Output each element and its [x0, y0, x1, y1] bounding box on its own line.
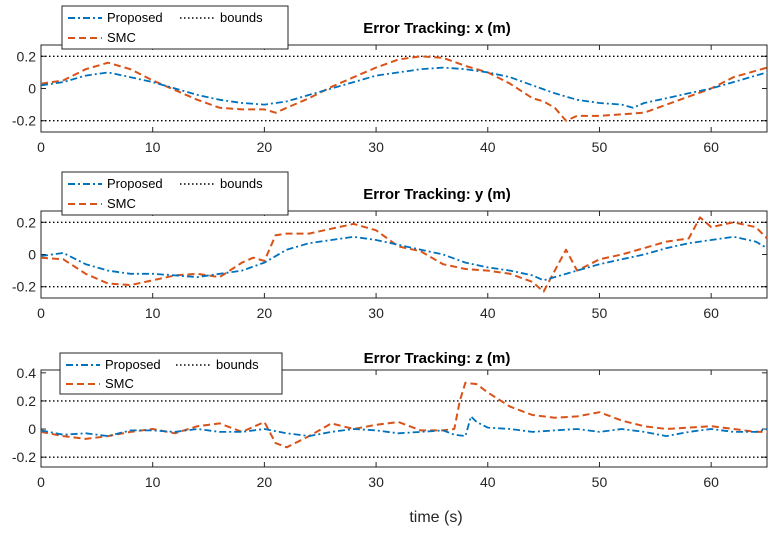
x-tick-label-z-20: 20: [257, 474, 273, 490]
axes-box-y: [40, 210, 768, 299]
legend-label-proposed: Proposed: [105, 357, 161, 372]
subplot-title-z: Error Tracking: z (m): [364, 350, 511, 367]
x-tick-label-x-60: 60: [703, 139, 719, 155]
legend-label-bounds: bounds: [216, 357, 259, 372]
legend-z[interactable]: Proposed bounds SMC: [59, 352, 283, 395]
x-tick-label-y-20: 20: [257, 305, 273, 321]
x-tick-label-y-50: 50: [592, 305, 608, 321]
series-line-proposed-z: [40, 415, 768, 437]
legend-box: [61, 171, 289, 216]
y-tick-label-y-2: 0.2: [17, 214, 37, 230]
x-tick-label-x-30: 30: [368, 139, 384, 155]
series-line-proposed-x: [40, 66, 768, 109]
x-tick-label-y-60: 60: [703, 305, 719, 321]
y-tick-label-y-0: -0.2: [12, 279, 36, 295]
x-axis-label: time (s): [409, 509, 462, 526]
legend-label-proposed: Proposed: [107, 10, 163, 25]
y-tick-label-x-2: 0.2: [17, 48, 37, 64]
subplot-y: 0 10 20 30 40 50 60-0.200.2 Error Tracking: y …: [12, 171, 768, 321]
series-line-proposed-y: [40, 235, 768, 282]
legend-label-smc: SMC: [107, 30, 136, 45]
y-tick-label-z-3: 0.4: [17, 365, 37, 381]
x-tick-label-z-50: 50: [592, 474, 608, 490]
legend-label-bounds: bounds: [220, 10, 263, 25]
legend-y[interactable]: Proposed bounds SMC: [61, 171, 289, 216]
legend-label-smc: SMC: [105, 376, 134, 391]
legend-x[interactable]: Proposed bounds SMC: [61, 5, 289, 50]
legend-label-bounds: bounds: [220, 176, 263, 191]
x-tick-label-y-40: 40: [480, 305, 496, 321]
y-tick-label-x-0: -0.2: [12, 113, 36, 129]
subplot-z: 0 10 20 30 40 50 60-0.200.20.4 Error Tracking:…: [12, 350, 768, 490]
y-tick-label-z-0: -0.2: [12, 449, 36, 465]
subplot-title-y: Error Tracking: y (m): [363, 186, 511, 203]
subplot-title-x: Error Tracking: x (m): [363, 20, 511, 37]
series-line-smc-y: [40, 216, 768, 293]
legend-box: [59, 352, 283, 395]
x-tick-label-y-30: 30: [368, 305, 384, 321]
x-tick-label-y-10: 10: [145, 305, 161, 321]
series-line-smc-x: [40, 55, 768, 122]
x-tick-label-z-40: 40: [480, 474, 496, 490]
x-tick-label-z-60: 60: [703, 474, 719, 490]
x-tick-label-x-20: 20: [257, 139, 273, 155]
y-tick-label-x-1: 0: [28, 81, 36, 97]
x-tick-label-x-50: 50: [592, 139, 608, 155]
x-tick-label-z-0: 0: [37, 474, 45, 490]
x-tick-label-x-0: 0: [37, 139, 45, 155]
y-tick-label-z-1: 0: [28, 421, 36, 437]
x-tick-label-z-30: 30: [368, 474, 384, 490]
legend-label-smc: SMC: [107, 196, 136, 211]
legend-box: [61, 5, 289, 50]
x-tick-label-y-0: 0: [37, 305, 45, 321]
y-tick-label-y-1: 0: [28, 247, 36, 263]
legend-label-proposed: Proposed: [107, 176, 163, 191]
x-tick-label-x-10: 10: [145, 139, 161, 155]
subplot-x: 0 10 20 30 40 50 60-0.200.2 Error Tracking: x …: [12, 5, 768, 155]
x-tick-label-x-40: 40: [480, 139, 496, 155]
y-tick-label-z-2: 0.2: [17, 393, 37, 409]
x-tick-label-z-10: 10: [145, 474, 161, 490]
